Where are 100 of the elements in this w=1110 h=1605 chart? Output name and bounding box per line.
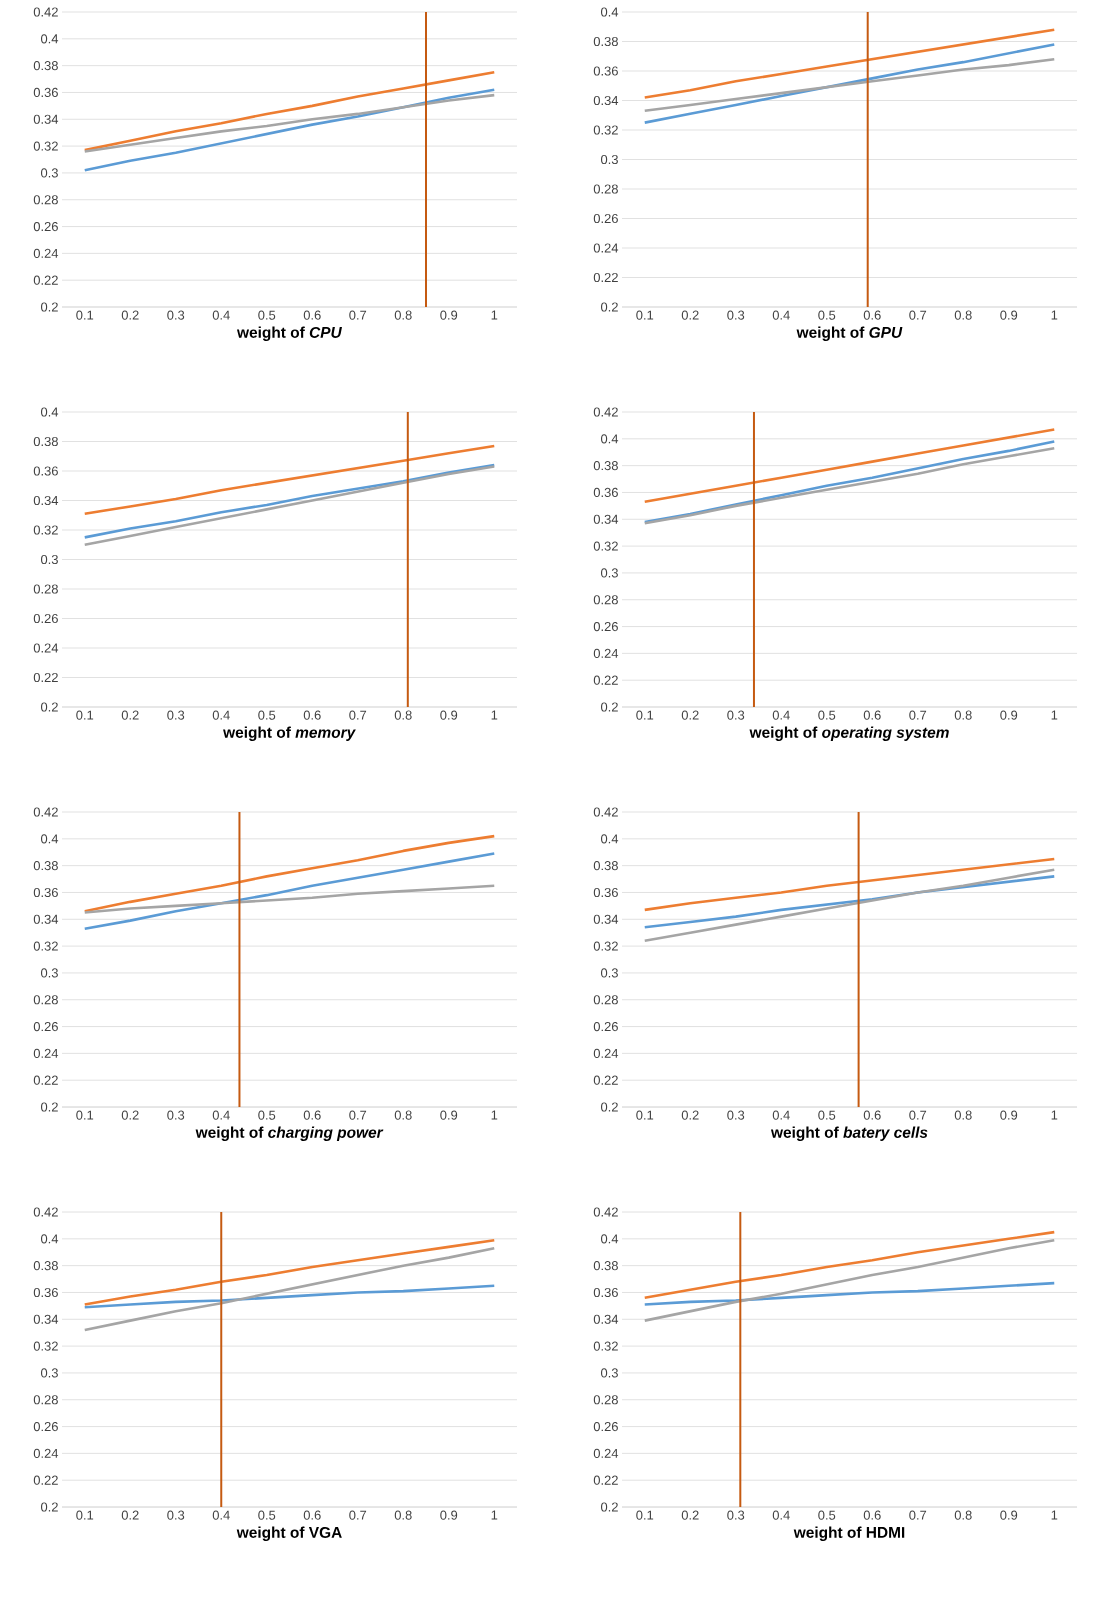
y-tick-label: 0.32 [593, 125, 618, 135]
x-tick-label: 0.7 [349, 1110, 367, 1120]
y-tick-label: 0.4 [600, 434, 619, 444]
y-tick-label: 0.38 [593, 461, 618, 471]
x-tick-label: 1 [491, 710, 498, 720]
y-tick-label: 0.3 [40, 554, 58, 565]
x-axis-title: weight of GPU [796, 326, 903, 341]
x-tick-label: 0.8 [954, 310, 972, 320]
y-tick-label: 0.4 [40, 34, 59, 44]
x-tick-label: 0.3 [727, 710, 745, 720]
x-axis-title: weight of operating system [749, 726, 949, 741]
y-tick-label: 0.38 [593, 1261, 618, 1271]
x-tick-label: 0.6 [863, 710, 881, 720]
x-tick-label: 0.5 [818, 710, 836, 720]
y-tick-label: 0.3 [40, 1368, 58, 1378]
y-tick-label: 0.22 [593, 1075, 618, 1085]
y-tick-label: 0.3 [600, 568, 618, 578]
y-tick-label: 0.36 [33, 87, 58, 98]
x-tick-label: 0.8 [954, 710, 972, 720]
x-tick-label: 0.3 [167, 1110, 185, 1120]
x-tick-label: 0.1 [636, 710, 654, 720]
y-tick-label: 0.24 [593, 1048, 619, 1058]
x-tick-label: 0.7 [909, 710, 927, 720]
y-tick-label: 0.36 [593, 487, 618, 498]
line-series [83, 834, 496, 913]
y-tick-label: 0.32 [33, 141, 58, 151]
x-tick-label: 0.3 [167, 710, 185, 720]
line-series [83, 93, 496, 153]
y-tick-label: 0.38 [33, 61, 58, 71]
x-tick-label: 1 [491, 1510, 498, 1520]
x-tick-label: 0.9 [440, 1510, 458, 1520]
y-tick-label: 0.22 [593, 1475, 618, 1485]
x-tick-label: 0.6 [863, 1510, 881, 1520]
y-tick-label: 0.24 [33, 1048, 59, 1058]
x-tick-label: 0.7 [349, 710, 367, 720]
x-tick-label: 0.8 [954, 1110, 972, 1120]
x-tick-label: 0.1 [636, 1110, 654, 1120]
x-tick-label: 0.4 [212, 1110, 230, 1120]
x-tick-label: 0.5 [818, 1510, 836, 1520]
y-tick-label: 0.2 [40, 1102, 58, 1112]
y-tick-label: 0.2 [40, 302, 58, 312]
x-tick-label: 0.5 [258, 1510, 276, 1520]
line-series [83, 1238, 496, 1306]
y-tick-label: 0.24 [593, 648, 619, 658]
y-tick-label: 0.2 [40, 702, 58, 712]
line-series [83, 1284, 496, 1309]
x-tick-label: 0.3 [727, 1110, 745, 1120]
x-tick-label: 0.6 [303, 1510, 321, 1520]
x-tick-label: 0.5 [258, 310, 276, 320]
x-tick-label: 0.3 [727, 1510, 745, 1520]
y-tick-label: 0.32 [593, 541, 618, 551]
y-tick-label: 0.38 [593, 861, 618, 871]
x-tick-label: 0.2 [681, 1510, 699, 1520]
x-tick-label: 1 [1051, 1110, 1058, 1120]
y-tick-label: 0.34 [593, 1314, 619, 1324]
y-tick-label: 0.38 [33, 861, 58, 871]
y-tick-label: 0.2 [600, 1102, 618, 1112]
y-tick-label: 0.3 [600, 154, 618, 165]
y-tick-label: 0.42 [33, 807, 58, 817]
y-tick-label: 0.26 [593, 1421, 618, 1432]
x-tick-label: 0.9 [440, 310, 458, 320]
x-tick-label: 0.4 [212, 710, 230, 720]
x-tick-label: 0.4 [772, 310, 790, 320]
x-tick-label: 0.6 [303, 1110, 321, 1120]
x-axis-title: weight of CPU [236, 326, 342, 341]
y-tick-label: 0.36 [33, 887, 58, 898]
y-tick-label: 0.42 [593, 1207, 618, 1217]
y-tick-label: 0.28 [593, 595, 618, 605]
y-tick-label: 0.34 [593, 95, 619, 106]
y-tick-label: 0.38 [33, 1261, 58, 1271]
x-tick-label: 0.8 [394, 310, 412, 320]
y-tick-label: 0.32 [33, 525, 58, 535]
x-tick-label: 0.2 [681, 710, 699, 720]
y-tick-label: 0.26 [33, 1421, 58, 1432]
y-tick-label: 0.24 [33, 248, 59, 258]
y-tick-label: 0.36 [593, 887, 618, 898]
x-tick-label: 0.1 [76, 710, 94, 720]
y-tick-label: 0.26 [33, 1021, 58, 1032]
y-tick-label: 0.24 [593, 1448, 619, 1458]
y-tick-label: 0.34 [33, 114, 59, 124]
x-tick-label: 0.4 [212, 1510, 230, 1520]
line-series [643, 1281, 1056, 1306]
y-tick-label: 0.26 [593, 213, 618, 224]
x-tick-label: 0.1 [76, 1110, 94, 1120]
x-tick-label: 0.6 [863, 1110, 881, 1120]
y-tick-label: 0.36 [593, 66, 618, 76]
y-tick-label: 0.34 [33, 1314, 59, 1324]
x-tick-label: 0.7 [909, 1110, 927, 1120]
x-tick-label: 0.5 [818, 1110, 836, 1120]
x-axis-title: weight of HDMI [793, 1526, 905, 1541]
x-tick-label: 0.1 [636, 310, 654, 320]
x-axis-title: weight of VGA [236, 1526, 342, 1541]
x-tick-label: 0.7 [349, 1510, 367, 1520]
x-tick-label: 0.3 [727, 310, 745, 320]
y-tick-label: 0.24 [33, 1448, 59, 1458]
y-tick-label: 0.26 [593, 1021, 618, 1032]
line-series [83, 884, 496, 914]
x-tick-label: 0.2 [121, 1510, 139, 1520]
y-tick-label: 0.28 [33, 584, 58, 594]
y-tick-label: 0.4 [600, 1234, 619, 1244]
